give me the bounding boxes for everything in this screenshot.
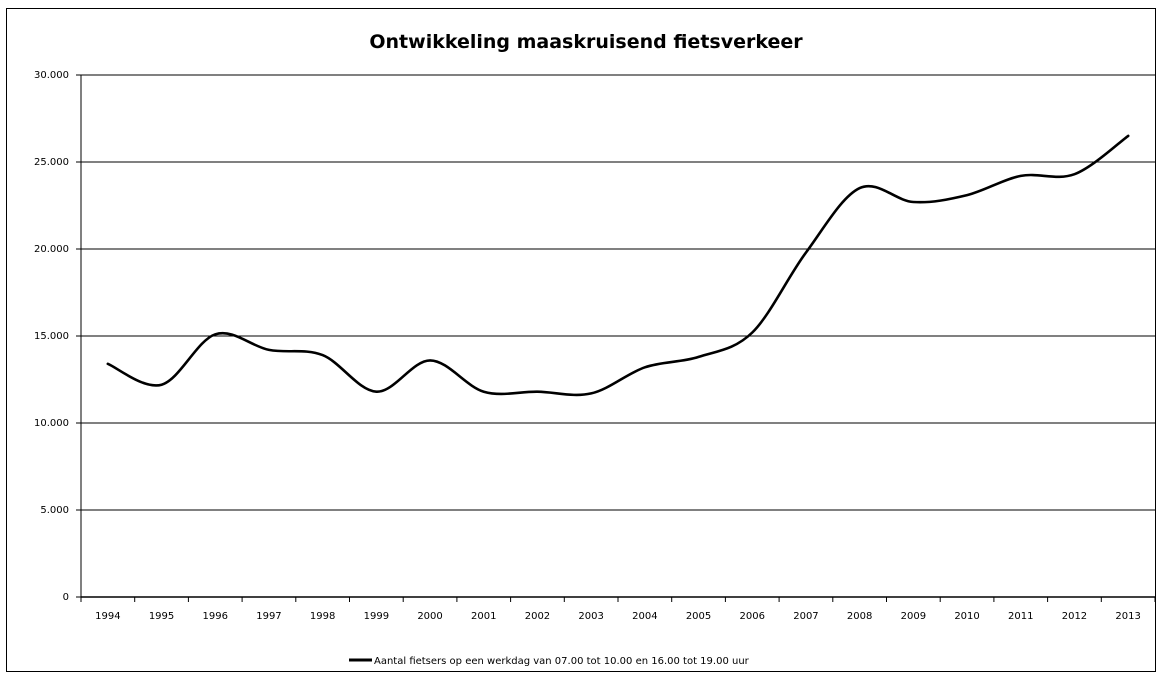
y-tick-label: 15.000 (34, 331, 69, 342)
x-tick-label: 2012 (1062, 611, 1087, 622)
x-tick-label: 1998 (310, 611, 335, 622)
y-tick-label: 0 (63, 592, 69, 603)
axes (76, 74, 1156, 602)
x-tick-label: 1994 (95, 611, 120, 622)
legend: Aantal fietsers op een werkdag van 07.00… (349, 656, 750, 667)
x-tick-label: 1997 (256, 611, 281, 622)
x-tick-label: 2010 (954, 611, 979, 622)
x-tick-label: 2002 (525, 611, 550, 622)
x-tick-label: 1995 (149, 611, 174, 622)
x-tick-label: 1999 (364, 611, 389, 622)
x-tick-label: 2013 (1115, 611, 1140, 622)
x-tick-label: 2011 (1008, 611, 1033, 622)
x-tick-labels: 1994 1995 1996 1997 1998 1999 2000 2001 2002 2003… (95, 611, 1141, 622)
series-line (106, 134, 1130, 397)
series-layer (106, 134, 1130, 397)
x-tick-label: 2000 (417, 611, 442, 622)
x-tick-label: 2004 (632, 611, 657, 622)
x-tick-label: 2008 (847, 611, 872, 622)
y-tick-label: 5.000 (40, 505, 69, 516)
y-tick-labels: 0 5.000 10.000 15.000 20.000 25.000 30.000 (34, 70, 69, 603)
gridlines (81, 74, 1155, 511)
x-tick-label: 2009 (901, 611, 926, 622)
x-tick-label: 1996 (203, 611, 228, 622)
x-tick-label: 2006 (740, 611, 765, 622)
y-tick-label: 30.000 (34, 70, 69, 81)
chart-title: Ontwikkeling maaskruisend fietsverkeer (369, 31, 803, 53)
chart-frame (6, 8, 1156, 672)
y-tick-label: 25.000 (34, 157, 69, 168)
y-tick-label: 20.000 (34, 244, 69, 255)
x-tick-label: 2007 (793, 611, 818, 622)
y-tick-label: 10.000 (34, 418, 69, 429)
legend-label: Aantal fietsers op een werkdag van 07.00… (374, 656, 750, 667)
x-tick-label: 2001 (471, 611, 496, 622)
x-tick-label: 2003 (578, 611, 603, 622)
x-tick-label: 2005 (686, 611, 711, 622)
